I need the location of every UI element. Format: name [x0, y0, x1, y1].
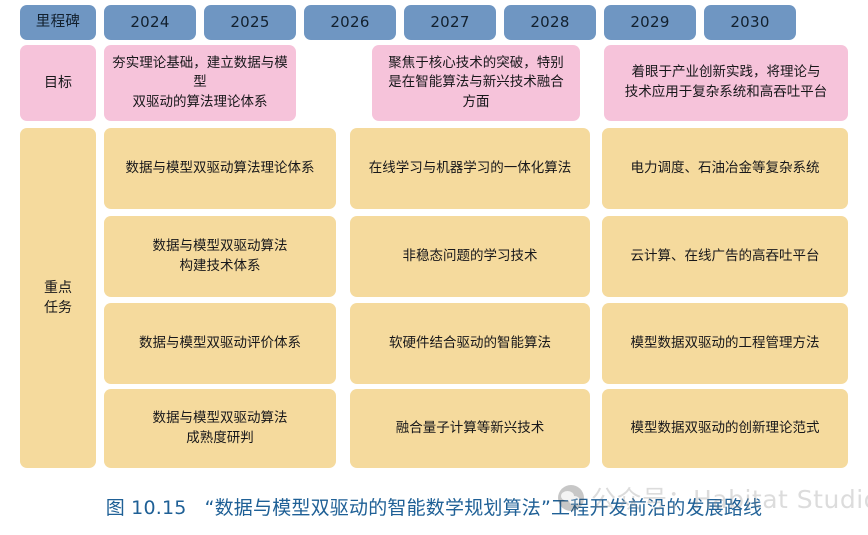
header-row-label: 里程碑 [20, 5, 96, 40]
task-cell-r2-c1: 数据与模型双驱动算法 构建技术体系 [104, 216, 336, 297]
task-cell-r3-c2: 软硬件结合驱动的智能算法 [350, 303, 590, 384]
task-cell-r1-c2: 在线学习与机器学习的一体化算法 [350, 128, 590, 209]
goal-cell-1: 夯实理论基础，建立数据与模型 双驱动的算法理论体系 [104, 45, 296, 121]
task-cell-r1-c3: 电力调度、石油冶金等复杂系统 [602, 128, 848, 209]
task-cell-r3-c3: 模型数据双驱动的工程管理方法 [602, 303, 848, 384]
header-year-2027: 2027 [404, 5, 496, 40]
task-cell-r3-c1: 数据与模型双驱动评价体系 [104, 303, 336, 384]
header-year-2029: 2029 [604, 5, 696, 40]
task-cell-r2-c3: 云计算、在线广告的高吞吐平台 [602, 216, 848, 297]
goal-row-label: 目标 [20, 45, 96, 121]
task-cell-r4-c1: 数据与模型双驱动算法 成熟度研判 [104, 389, 336, 468]
header-year-2026: 2026 [304, 5, 396, 40]
figure-caption: 图 10.15 “数据与模型双驱动的智能数学规划算法”工程开发前沿的发展路线 [0, 489, 868, 523]
task-cell-r2-c2: 非稳态问题的学习技术 [350, 216, 590, 297]
figure-number: 图 10.15 [105, 496, 187, 519]
header-year-2028: 2028 [504, 5, 596, 40]
goal-cell-2: 聚焦于核心技术的突破，特别 是在智能算法与新兴技术融合 方面 [372, 45, 580, 121]
task-section-label: 重点 任务 [20, 128, 96, 468]
task-cell-r4-c3: 模型数据双驱动的创新理论范式 [602, 389, 848, 468]
figure-caption-text: “数据与模型双驱动的智能数学规划算法”工程开发前沿的发展路线 [204, 496, 763, 519]
header-year-2030: 2030 [704, 5, 796, 40]
task-cell-r1-c1: 数据与模型双驱动算法理论体系 [104, 128, 336, 209]
header-year-2025: 2025 [204, 5, 296, 40]
task-cell-r4-c2: 融合量子计算等新兴技术 [350, 389, 590, 468]
header-year-2024: 2024 [104, 5, 196, 40]
goal-cell-3: 着眼于产业创新实践，将理论与 技术应用于复杂系统和高吞吐平台 [604, 45, 848, 121]
